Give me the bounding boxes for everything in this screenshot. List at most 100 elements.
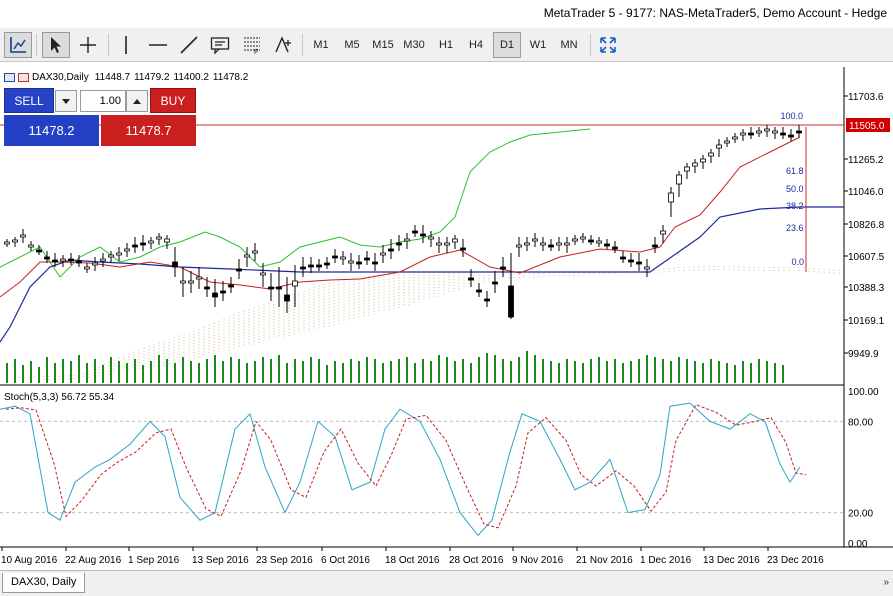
time-axis-label: 22 Aug 2016 [65,555,122,566]
cursor-arrow-icon [51,37,61,53]
candle-body [396,242,402,246]
tab-scroll-right-icon[interactable]: » [883,577,889,588]
candle-body [164,238,170,243]
candle-body [548,244,554,248]
candle-body [588,239,594,243]
candle-body [324,262,330,266]
stoch-axis-label: 80.00 [848,417,873,428]
price-axis-label: 11703.6 [848,92,884,103]
sell-price[interactable]: 11478.2 [4,115,99,146]
time-axis-label: 13 Dec 2016 [703,555,760,566]
candle-body [764,128,770,132]
chart-area[interactable]: 11703.6 11265.2 11046.0 10826.8 10607.5 10388… [0,67,893,570]
candle-body [652,244,658,248]
timeframe-w1-button[interactable]: W1 [529,39,547,51]
price-axis-label: 10169.1 [848,316,885,327]
volume-input[interactable]: 1.00 [80,90,126,112]
candle-body [308,264,314,268]
price-axis-label: 11265.2 [848,155,884,166]
chart-tab-dax30[interactable]: DAX30, Daily [2,573,86,593]
candle-body [36,249,42,253]
candle-body [532,238,538,242]
candle-body [724,140,730,144]
price-chart[interactable]: 11703.6 11265.2 11046.0 10826.8 10607.5 10388… [0,67,893,570]
expand-arrows-icon [600,37,616,53]
buy-price[interactable]: 11478.7 [101,115,196,146]
candle-body [596,240,602,244]
candle-body [284,294,290,302]
candle-body [404,238,410,242]
bar-chart-icon [18,73,29,82]
cursor-tool-button[interactable] [42,32,70,58]
time-axis-label: 23 Sep 2016 [256,555,313,566]
candle-body [204,286,210,290]
fullscreen-button[interactable] [596,32,620,58]
candle-body [484,298,490,302]
timeframe-h1-button[interactable]: H1 [438,39,454,51]
time-axis-label: 21 Nov 2016 [576,555,633,566]
time-axis-label: 23 Dec 2016 [767,555,824,566]
candle-body [580,236,586,240]
stoch-axis-label: 0.00 [848,539,868,550]
trend-line-button[interactable] [176,32,202,58]
text-label-button[interactable] [206,32,234,58]
chart-toolbar: F M1 M5 M15 M30 H1 H4 D1 W1 MN [0,28,893,62]
candle-body [276,286,282,290]
horizontal-line-button[interactable] [144,32,172,58]
sell-button[interactable]: SELL [4,88,54,113]
timeframe-m5-button[interactable]: M5 [344,39,360,51]
candle-body [300,266,306,270]
candle-body [476,289,482,293]
candle-body [756,130,762,134]
crosshair-tool-button[interactable] [74,32,102,58]
candle-body [348,260,354,264]
candle-body [196,276,202,280]
chart-window-icon [4,73,15,82]
candle-body [508,285,514,318]
ohlc-high: 11479.2 [134,72,170,83]
candle-body [172,261,178,268]
ohlc-close: 11478.2 [212,72,249,83]
price-axis-label: 10388.3 [848,283,885,294]
candle-body [76,260,82,264]
buy-button[interactable]: BUY [150,88,196,113]
timeframe-h4-button[interactable]: H4 [468,39,484,51]
candle-body [372,261,378,265]
stochastic-label: Stoch(5,3,3) 56.72 55.34 [4,392,115,403]
candle-body [244,254,250,258]
candle-body [252,250,258,254]
objects-icon [275,36,291,53]
candle-body [332,255,338,259]
timeframe-m15-button[interactable]: M15 [372,39,394,51]
candle-body [52,259,58,263]
timeframe-d1-button[interactable]: D1 [493,32,521,58]
vertical-line-button[interactable] [114,32,138,58]
timeframe-m30-button[interactable]: M30 [403,39,425,51]
fibo-level-label: 23.6 [786,223,804,233]
candle-body [524,242,530,246]
candle-body [604,243,610,247]
timeframe-mn-button[interactable]: MN [560,39,578,51]
candle-body [436,242,442,246]
vertical-line-icon [125,36,127,54]
candle-body [108,254,114,258]
candle-body [692,162,698,167]
volume-increase-button[interactable] [126,90,148,112]
fibo-level-label: 61.8 [786,166,804,176]
candle-body [116,252,122,256]
candle-body [772,130,778,134]
chart-frame-tool-button[interactable] [4,32,32,58]
candle-body [716,144,722,149]
kijun-sen-line [0,206,844,343]
window-title: MetaTrader 5 - 9177: NAS-MetaTrader5, De… [543,6,887,20]
objects-button[interactable] [270,32,296,58]
candle-body [340,256,346,260]
candle-body [212,292,218,298]
volume-decrease-button[interactable] [55,90,77,112]
fibonacci-button[interactable]: F [238,32,266,58]
chikou-span-line [0,128,591,278]
candle-body [468,277,474,281]
timeframe-m1-button[interactable]: M1 [313,39,329,51]
candle-body [420,233,426,237]
triangle-up-icon [133,98,141,104]
